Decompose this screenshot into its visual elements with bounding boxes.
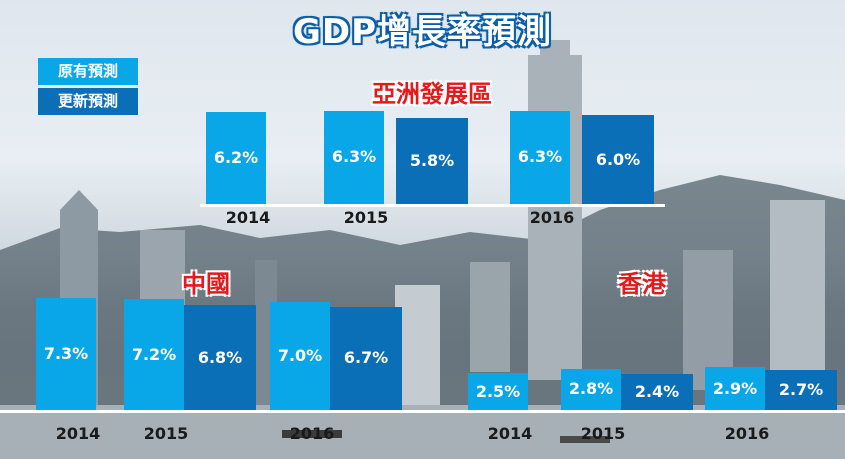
bar-hk-2016-original xyxy=(705,367,765,410)
region-label-china: 中國 xyxy=(182,270,230,298)
data-label-china-2016-updated: 6.7% xyxy=(343,348,389,368)
region-label-hong-kong: 香港 xyxy=(618,270,666,298)
data-label-china-2014-original: 7.3% xyxy=(43,343,89,363)
bar-china-2016-original xyxy=(270,302,330,410)
chart-title: GDP增長率預測 xyxy=(292,12,553,52)
data-label-asia-2015-original: 6.3% xyxy=(331,147,377,167)
bar-asia-2016-updated xyxy=(582,115,654,204)
bar-hk-2015-original xyxy=(561,368,621,410)
data-label-asia-2014-original: 6.2% xyxy=(213,148,259,168)
region-label-asia: 亞洲發展區 xyxy=(372,80,492,108)
tick-label-china-2015: 2015 xyxy=(143,424,189,443)
data-label-asia-2016-updated: 6.0% xyxy=(595,149,641,169)
tick-label-china-2016: 2016 xyxy=(289,424,335,443)
data-label-asia-2015-updated: 5.8% xyxy=(409,151,455,171)
bar-china-2014-original xyxy=(36,297,96,410)
tick-label-hk-2015: 2015 xyxy=(580,424,626,443)
tick-label-hk-2014: 2014 xyxy=(487,424,533,443)
bar-hk-2014-original xyxy=(468,373,528,410)
tick-label-asia-2015: 2015 xyxy=(343,208,389,227)
bar-asia-2015-original xyxy=(324,110,384,204)
bar-hk-2016-updated xyxy=(765,370,837,410)
bar-china-2016-updated xyxy=(330,306,402,410)
data-label-hk-2016-updated: 2.7% xyxy=(778,380,824,400)
bar-china-2015-original xyxy=(124,299,184,410)
data-label-china-2015-updated: 6.8% xyxy=(197,347,243,367)
bar-asia-2015-updated xyxy=(396,118,468,204)
legend-updated-forecast: 更新預測 xyxy=(38,88,138,115)
data-label-asia-2016-original: 6.3% xyxy=(517,147,563,167)
tick-label-hk-2016: 2016 xyxy=(724,424,770,443)
tick-label-asia-2014: 2014 xyxy=(225,208,271,227)
data-label-china-2016-original: 7.0% xyxy=(277,346,323,366)
bar-china-2015-updated xyxy=(184,305,256,410)
data-label-hk-2016-original: 2.9% xyxy=(712,378,758,398)
data-label-china-2015-original: 7.2% xyxy=(131,344,177,364)
tick-label-asia-2016: 2016 xyxy=(529,208,575,227)
tick-label-china-2014: 2014 xyxy=(55,424,101,443)
axis-line-bottom xyxy=(0,410,845,413)
bar-asia-2014-original xyxy=(206,112,266,204)
bar-hk-2015-updated xyxy=(621,374,693,410)
data-label-hk-2014-original: 2.5% xyxy=(475,381,521,401)
axis-line-asia xyxy=(200,204,665,207)
legend-original-forecast: 原有預測 xyxy=(38,58,138,85)
data-label-hk-2015-original: 2.8% xyxy=(568,379,614,399)
data-label-hk-2015-updated: 2.4% xyxy=(634,382,680,402)
bar-asia-2016-original xyxy=(510,110,570,204)
